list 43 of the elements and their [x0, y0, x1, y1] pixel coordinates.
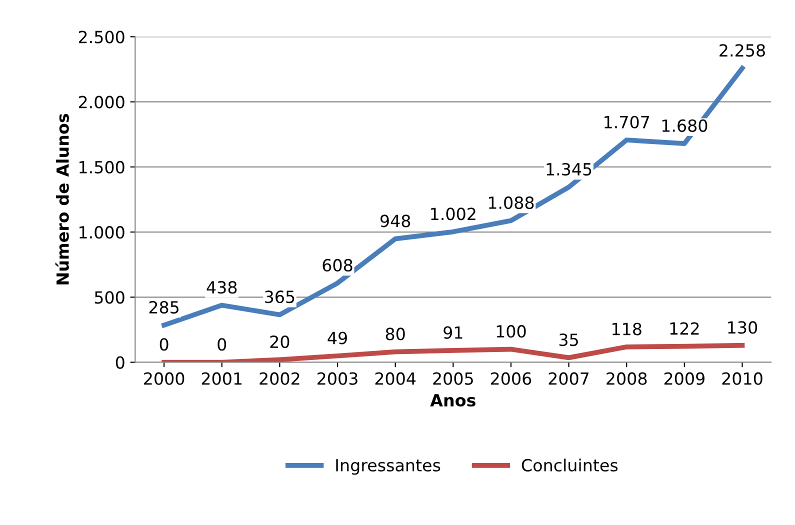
data-label: 118 [612, 322, 642, 336]
y-tick-label: 500 [94, 291, 124, 304]
x-tick-label: 2006 [490, 372, 532, 385]
data-label: 130 [728, 321, 758, 334]
legend-label: Concluintes [522, 458, 618, 472]
data-label: 1.345 [546, 162, 592, 176]
data-label: 49 [328, 332, 347, 344]
data-label: 1.088 [488, 196, 534, 210]
data-label: 2.258 [720, 44, 765, 57]
x-tick-label: 2005 [433, 372, 473, 385]
data-label: 1.002 [431, 208, 476, 220]
data-label: 0 [218, 338, 226, 351]
data-label: 91 [444, 326, 462, 339]
data-label: 0 [160, 338, 168, 351]
x-tick-label: 2007 [548, 372, 589, 385]
data-label: 80 [386, 328, 405, 340]
data-label: 608 [322, 258, 352, 272]
x-tick-label: 2002 [260, 372, 300, 385]
y-tick-label: 0 [116, 356, 124, 369]
y-tick-label: 1.500 [80, 160, 124, 174]
x-tick-label: 2003 [318, 372, 358, 385]
legend-label: Ingressantes [336, 459, 440, 475]
y-tick-label: 2.500 [78, 30, 124, 44]
x-axis-title: Anos [430, 394, 476, 407]
y-tick-label: 2.000 [78, 96, 124, 108]
data-label: 1.680 [662, 119, 708, 132]
x-tick-label: 2004 [375, 372, 416, 385]
data-label: 20 [270, 335, 290, 348]
data-label: 122 [670, 322, 699, 335]
data-label: 948 [380, 214, 410, 228]
x-tick-label: 2001 [202, 372, 242, 385]
y-axis-title: Número de Alunos [55, 114, 69, 284]
data-label: 100 [496, 325, 526, 338]
x-tick-label: 2010 [722, 372, 762, 385]
x-tick-label: 2008 [606, 372, 647, 385]
data-label: 1.707 [604, 116, 650, 128]
data-label: 285 [149, 300, 179, 314]
data-label: 365 [265, 290, 294, 304]
x-tick-label: 2000 [144, 372, 184, 385]
y-tick-label: 1.000 [80, 226, 124, 239]
data-label: 438 [206, 281, 237, 294]
x-tick-label: 2009 [664, 372, 704, 385]
data-label: 35 [559, 334, 578, 346]
